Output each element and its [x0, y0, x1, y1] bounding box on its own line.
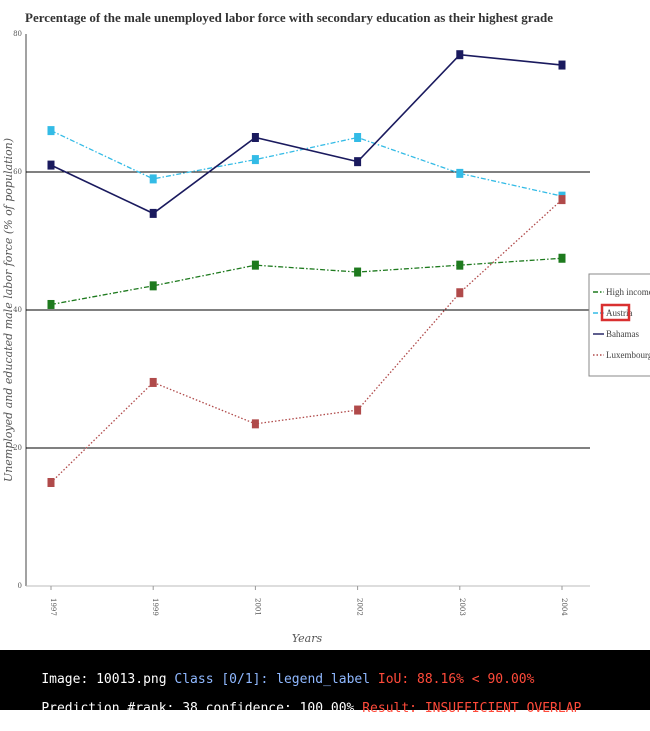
data-point: [47, 160, 55, 170]
data-point: [354, 133, 362, 142]
data-point: [558, 253, 566, 263]
data-point: [456, 168, 464, 178]
data-point: [354, 157, 362, 167]
y-tick-labels: 0 20 40 60 80: [13, 30, 22, 590]
series-line: [50, 53, 563, 215]
x-tick-label: 2004: [560, 598, 568, 616]
data-point: [456, 260, 464, 270]
series-high-income: [47, 253, 566, 309]
series-layer: [47, 50, 566, 487]
data-point: [456, 50, 464, 60]
y-tick-label: 20: [13, 444, 22, 452]
data-point: [558, 60, 566, 70]
data-point: [47, 126, 55, 136]
iou-text: IoU: 88.16% < 90.00%: [377, 672, 535, 687]
x-tick-label: 2002: [356, 598, 364, 616]
image-value: 10013.png: [96, 672, 167, 687]
legend-highlight-box: [600, 303, 631, 322]
y-tick-label: 0: [18, 582, 22, 590]
y-tick-label: 40: [13, 306, 22, 314]
y-tick-label: 60: [13, 168, 22, 176]
y-tick-label: 80: [13, 30, 22, 38]
data-point: [558, 195, 566, 205]
x-tick-label: 2003: [458, 598, 466, 616]
info-line-2: Prediction #rank: 38 confidence: 100.00%…: [10, 686, 581, 731]
gridlines: [26, 171, 590, 449]
data-point: [354, 267, 362, 277]
class-label: Class [0/1]:: [174, 672, 277, 687]
legend-label: High income: [606, 287, 650, 297]
chart: Percentage of the male unemployed labor …: [2, 10, 650, 645]
data-point: [149, 377, 157, 387]
data-point: [251, 260, 259, 270]
legend-label: Luxembourg: [606, 350, 650, 360]
legend-label: Bahamas: [606, 329, 639, 339]
data-point: [354, 405, 362, 415]
data-point: [251, 155, 259, 165]
series-austria: [47, 126, 566, 201]
chart-title: Percentage of the male unemployed labor …: [25, 10, 553, 25]
data-point: [251, 133, 259, 142]
x-tick-labels: 1997 1999 2001 2002 2003 2004: [49, 586, 568, 616]
legend-box: [588, 273, 650, 377]
legend: High income Austria Bahamas Luxembourg: [588, 273, 650, 377]
data-point: [456, 288, 464, 298]
image-label: Image:: [41, 672, 97, 687]
info-line-1: Image: 10013.png Class [0/1]: legend_lab…: [10, 657, 534, 702]
data-point: [47, 478, 55, 487]
x-tick-label: 1999: [151, 598, 159, 616]
data-point: [149, 174, 157, 184]
x-axis-label: Years: [292, 632, 323, 645]
data-point: [149, 281, 157, 291]
series-line: [50, 257, 563, 306]
x-tick-label: 1997: [49, 598, 57, 616]
series-line: [50, 130, 563, 197]
series-luxembourg: [47, 195, 566, 487]
data-point: [149, 208, 157, 218]
prediction-text: Prediction #rank: 38 confidence: 100.00%: [41, 701, 355, 716]
result-text: Result: INSUFFICIENT OVERLAP: [362, 701, 582, 716]
series-bahamas: [47, 50, 566, 218]
y-axis-label: Unemployed and educated male labor force…: [2, 138, 15, 482]
series-line: [50, 199, 563, 483]
data-point: [47, 299, 55, 309]
legend-label: Austria: [606, 308, 633, 318]
x-tick-label: 2001: [253, 598, 261, 616]
data-point: [251, 419, 259, 429]
class-value: legend_label: [276, 672, 371, 687]
info-bar: Image: 10013.png Class [0/1]: legend_lab…: [0, 650, 650, 716]
